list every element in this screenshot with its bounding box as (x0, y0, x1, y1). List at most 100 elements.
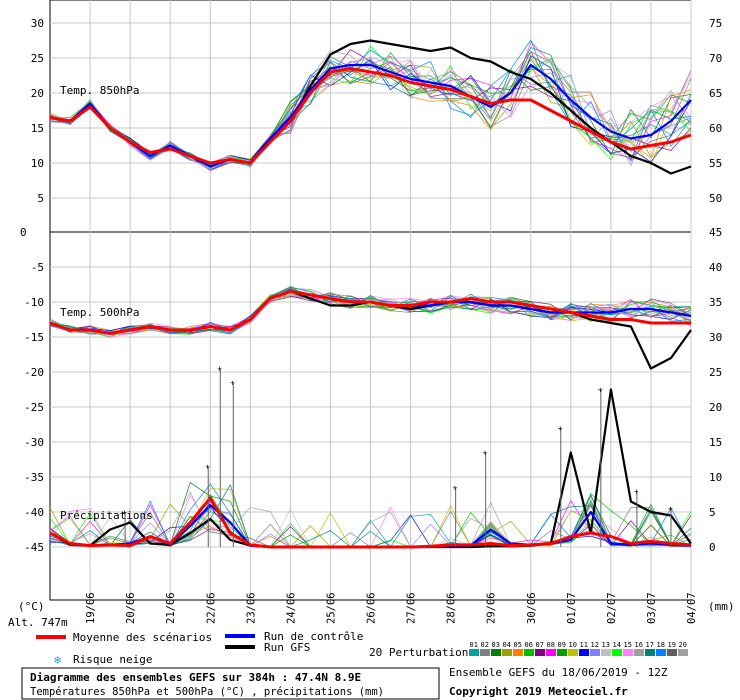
member-swatch (678, 649, 688, 656)
y-left-unit: (°C) (18, 600, 45, 613)
title-box (21, 667, 440, 700)
y-left-tick-label: -35 (24, 471, 44, 484)
member-number: 13 (602, 641, 610, 649)
member-number: 02 (481, 641, 489, 649)
precip-peak-marker: + (230, 379, 235, 388)
member-number: 15 (624, 641, 632, 649)
y-right-tick-label: 50 (709, 192, 722, 205)
member-swatch (667, 649, 677, 656)
member-swatch (524, 649, 534, 656)
x-tick-label: 29/06 (486, 592, 498, 624)
copyright: Copyright 2019 Meteociel.fr (449, 685, 628, 698)
y-right-tick-label: 75 (709, 17, 722, 30)
member-swatches: 01 02 03 04 05 06 07 08 09 10 11 12 13 14 15 16 17 18 19 20 (469, 641, 688, 656)
x-tick-label: 25/06 (325, 592, 337, 624)
member-number: 05 (514, 641, 522, 649)
y-left-tick-label: 10 (31, 157, 44, 170)
x-tick-label: 03/07 (646, 592, 658, 624)
y-left-tick-label: 20 (31, 87, 44, 100)
member-number: 01 (470, 641, 478, 649)
member-number: 17 (646, 641, 654, 649)
chart-title: Diagramme des ensembles GEFS sur 384h : … (30, 671, 361, 684)
member-swatch (656, 649, 666, 656)
y-right-tick-label: 5 (709, 506, 716, 519)
member-number: 14 (613, 641, 621, 649)
member-swatch (634, 649, 644, 656)
precip-peak-marker: + (483, 449, 488, 458)
altitude-label: Alt. 747m (8, 616, 68, 629)
y-left-tick-label: -5 (31, 261, 44, 274)
y-right-tick-label: 0 (709, 541, 716, 554)
precip-peak-marker: + (634, 487, 639, 496)
chart-subtitle: Températures 850hPa et 500hPa (°C) , pré… (30, 686, 384, 698)
snowflake-icon: ❄ (54, 653, 61, 667)
label-t500: Temp. 500hPa (60, 306, 139, 319)
left-zero-label: 0 (20, 226, 27, 239)
ensemble-member-line (49, 56, 692, 167)
y-left-tick-label: -30 (24, 436, 44, 449)
y-left-tick-label: -25 (24, 401, 44, 414)
x-tick-label: 28/06 (446, 592, 458, 624)
member-number: 16 (635, 641, 643, 649)
member-number: 09 (558, 641, 566, 649)
member-swatch (502, 649, 512, 656)
member-number: 03 (492, 641, 500, 649)
member-swatch (546, 649, 556, 656)
x-tick-label: 27/06 (406, 592, 418, 624)
x-tick-label: 30/06 (526, 592, 538, 624)
y-right-tick-label: 35 (709, 296, 722, 309)
x-tick-label: 20/06 (125, 592, 137, 624)
x-tick-label: 19/06 (85, 592, 97, 624)
precip-peak-marker: + (122, 508, 127, 517)
y-right-tick-label: 40 (709, 261, 722, 274)
y-right-tick-label: 60 (709, 122, 722, 135)
x-tick-label: 26/06 (366, 592, 378, 624)
legend-gfs-label: Run GFS (264, 641, 310, 654)
ensemble-member-line (49, 46, 692, 170)
x-tick-label: 23/06 (245, 592, 257, 624)
precip-peak-markers: + + + + + + + + + + (122, 365, 673, 547)
y-left-tick-label: -20 (24, 366, 44, 379)
precip-peak-marker: + (598, 386, 603, 395)
label-t850: Temp. 850hPa (60, 84, 139, 97)
x-tick-label: 21/06 (165, 592, 177, 624)
legend-snow-label: Risque neige (73, 653, 152, 666)
member-number: 12 (591, 641, 599, 649)
member-swatch (513, 649, 523, 656)
member-swatch (579, 649, 589, 656)
member-swatch (557, 649, 567, 656)
member-swatch (601, 649, 611, 656)
x-tick-label: 04/07 (686, 592, 698, 624)
member-swatch (535, 649, 545, 656)
y-left-tick-label: 15 (31, 122, 44, 135)
member-swatch (612, 649, 622, 656)
y-right-tick-label: 10 (709, 471, 722, 484)
y-right-unit: (mm) (708, 600, 735, 613)
main-series (49, 39, 692, 549)
member-number: 08 (547, 641, 555, 649)
mean-line-t500 (49, 290, 691, 335)
y-left-tick-label: 30 (31, 17, 44, 30)
x-tick-label: 02/07 (606, 592, 618, 624)
axis-ticks: 19/06 20/06 21/06 22/06 23/06 24/06 25/06 26/06… (24, 17, 722, 624)
member-swatch (480, 649, 490, 656)
y-left-tick-label: -45 (24, 541, 44, 554)
y-left-tick-label: 25 (31, 52, 44, 65)
y-left-tick-label: 5 (37, 192, 44, 205)
x-tick-label: 01/07 (566, 592, 578, 624)
label-precip: Précipitations (60, 509, 153, 522)
y-right-tick-label: 65 (709, 87, 722, 100)
right-zero-label: 45 (709, 226, 722, 239)
y-left-tick-label: -40 (24, 506, 44, 519)
x-tick-label: 24/06 (285, 592, 297, 624)
member-number: 20 (679, 641, 687, 649)
member-swatch (623, 649, 633, 656)
member-swatch (568, 649, 578, 656)
member-number: 18 (657, 641, 665, 649)
y-right-tick-label: 25 (709, 366, 722, 379)
precip-peak-marker: + (453, 484, 458, 493)
y-right-tick-label: 15 (709, 436, 722, 449)
member-swatch (645, 649, 655, 656)
x-tick-label: 22/06 (205, 592, 217, 624)
